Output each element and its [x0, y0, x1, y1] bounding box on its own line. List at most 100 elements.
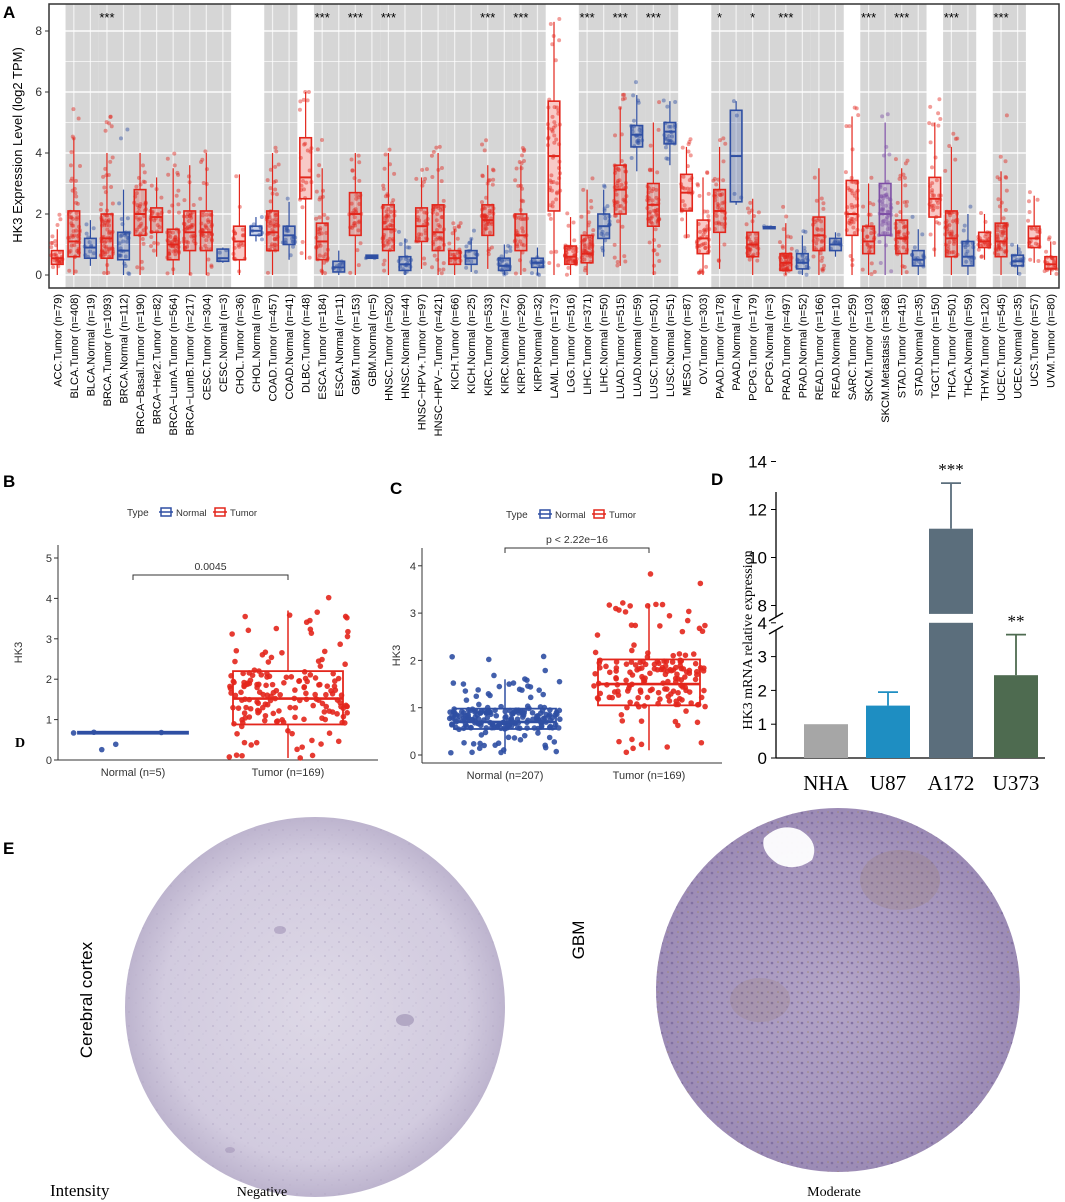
- data-point: [930, 193, 935, 198]
- box-group: [479, 138, 496, 269]
- data-point: [583, 249, 588, 254]
- data-point: [777, 240, 782, 245]
- x-tick-label: PCPG.Tumor (n=179): [748, 294, 760, 401]
- data-point: [549, 250, 554, 255]
- data-point: [434, 145, 439, 150]
- data-point: [318, 243, 323, 248]
- data-point: [485, 214, 490, 219]
- data-point: [141, 241, 146, 246]
- data-point: [797, 270, 802, 275]
- x-tick-label: THCA.Normal (n=59): [963, 294, 975, 398]
- data-point: [99, 202, 104, 207]
- data-point: [886, 223, 891, 228]
- data-point: [996, 197, 1001, 202]
- data-point: [489, 220, 494, 225]
- data-point: [107, 238, 112, 243]
- data-point: [476, 701, 482, 708]
- data-point: [524, 725, 530, 731]
- data-point: [1026, 218, 1031, 223]
- data-point: [141, 228, 146, 233]
- data-point: [240, 243, 245, 248]
- data-point: [675, 689, 681, 696]
- intensity-title: Intensity: [50, 1181, 110, 1200]
- data-point: [183, 227, 188, 232]
- x-tick-label-a172: A172: [928, 771, 975, 795]
- data-point: [531, 725, 538, 731]
- data-point: [234, 730, 240, 737]
- data-point: [938, 116, 943, 121]
- data-point: [477, 740, 483, 747]
- stray-label: D: [15, 736, 25, 751]
- box: [100, 213, 114, 260]
- data-point: [995, 175, 1000, 180]
- shade-band-pcpg: [744, 4, 778, 288]
- data-point: [513, 178, 518, 183]
- data-point: [416, 232, 421, 237]
- box: [183, 210, 197, 252]
- data-point: [617, 185, 622, 190]
- data-point: [288, 674, 295, 680]
- box-group: [579, 176, 596, 275]
- box-group: [181, 165, 198, 277]
- data-point: [483, 212, 488, 217]
- data-point: [682, 674, 688, 680]
- data-point: [520, 226, 525, 231]
- data-point: [698, 268, 703, 273]
- box-group: [380, 147, 397, 275]
- data-point: [321, 254, 326, 259]
- data-point: [58, 217, 63, 222]
- data-point: [667, 124, 672, 129]
- data-point: [644, 694, 651, 701]
- data-point: [420, 167, 425, 172]
- data-point: [696, 270, 701, 275]
- data-point: [945, 229, 950, 234]
- data-point: [357, 160, 362, 165]
- data-point: [101, 243, 106, 248]
- data-point: [234, 174, 239, 179]
- data-point: [508, 715, 515, 722]
- data-point: [648, 168, 653, 173]
- data-point: [703, 245, 708, 250]
- data-point: [301, 97, 306, 102]
- data-point: [319, 231, 324, 236]
- data-point: [633, 80, 638, 85]
- data-point: [51, 265, 56, 270]
- data-point: [670, 134, 675, 139]
- data-point: [946, 243, 951, 248]
- box-group: [148, 177, 164, 257]
- data-point: [352, 215, 357, 220]
- data-point: [540, 653, 547, 660]
- data-point: [548, 185, 553, 190]
- data-point: [997, 223, 1002, 228]
- data-point: [706, 214, 711, 219]
- x-tick-label: PCPG.Normal (n=3): [764, 294, 776, 393]
- data-point: [354, 196, 359, 201]
- data-point: [930, 181, 935, 186]
- data-point: [519, 166, 524, 171]
- data-point: [74, 200, 79, 205]
- significance-mark: ***: [381, 10, 396, 25]
- data-point: [1000, 231, 1005, 236]
- y-tick-label-2: 2: [758, 681, 767, 700]
- data-point: [546, 734, 553, 741]
- data-point: [949, 231, 954, 236]
- data-point: [901, 245, 906, 250]
- data-point: [1035, 197, 1040, 202]
- x-tick-label: BRCA−LumA.Tumor (n=564): [168, 294, 180, 435]
- data-point: [108, 114, 113, 119]
- data-point: [983, 234, 988, 239]
- box-group: [414, 167, 430, 269]
- data-point: [172, 240, 177, 245]
- data-point: [415, 215, 420, 220]
- data-point: [546, 711, 553, 718]
- data-point: [273, 243, 278, 248]
- data-point: [895, 200, 900, 205]
- data-point: [491, 177, 496, 182]
- data-point: [270, 218, 275, 223]
- shade-band-hnsc: [380, 4, 447, 288]
- data-point: [846, 186, 851, 191]
- data-point: [785, 263, 790, 268]
- data-point: [469, 259, 474, 264]
- data-point: [256, 708, 263, 714]
- x-tick-label: ESCA.Tumor (n=184): [317, 294, 329, 400]
